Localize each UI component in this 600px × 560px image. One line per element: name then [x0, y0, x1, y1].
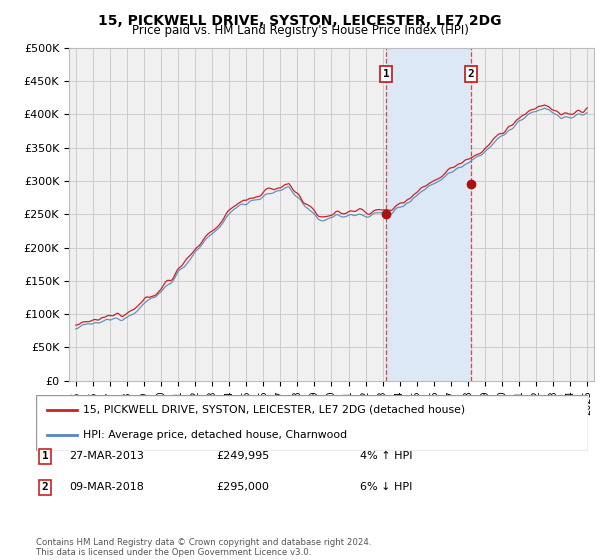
- Text: 6% ↓ HPI: 6% ↓ HPI: [360, 482, 412, 492]
- Text: 1: 1: [383, 69, 389, 80]
- Text: 1: 1: [41, 451, 49, 461]
- Text: 27-MAR-2013: 27-MAR-2013: [69, 451, 144, 461]
- Text: 2: 2: [41, 482, 49, 492]
- Text: Price paid vs. HM Land Registry's House Price Index (HPI): Price paid vs. HM Land Registry's House …: [131, 24, 469, 37]
- Text: £249,995: £249,995: [216, 451, 269, 461]
- Text: HPI: Average price, detached house, Charnwood: HPI: Average price, detached house, Char…: [83, 430, 347, 440]
- Text: 2: 2: [467, 69, 474, 80]
- Text: 15, PICKWELL DRIVE, SYSTON, LEICESTER, LE7 2DG: 15, PICKWELL DRIVE, SYSTON, LEICESTER, L…: [98, 14, 502, 28]
- Text: 15, PICKWELL DRIVE, SYSTON, LEICESTER, LE7 2DG (detached house): 15, PICKWELL DRIVE, SYSTON, LEICESTER, L…: [83, 405, 465, 415]
- FancyBboxPatch shape: [36, 395, 588, 451]
- Bar: [386, 48, 471, 381]
- Text: Contains HM Land Registry data © Crown copyright and database right 2024.
This d: Contains HM Land Registry data © Crown c…: [36, 538, 371, 557]
- Text: 09-MAR-2018: 09-MAR-2018: [69, 482, 144, 492]
- Text: £295,000: £295,000: [216, 482, 269, 492]
- Text: 4% ↑ HPI: 4% ↑ HPI: [360, 451, 413, 461]
